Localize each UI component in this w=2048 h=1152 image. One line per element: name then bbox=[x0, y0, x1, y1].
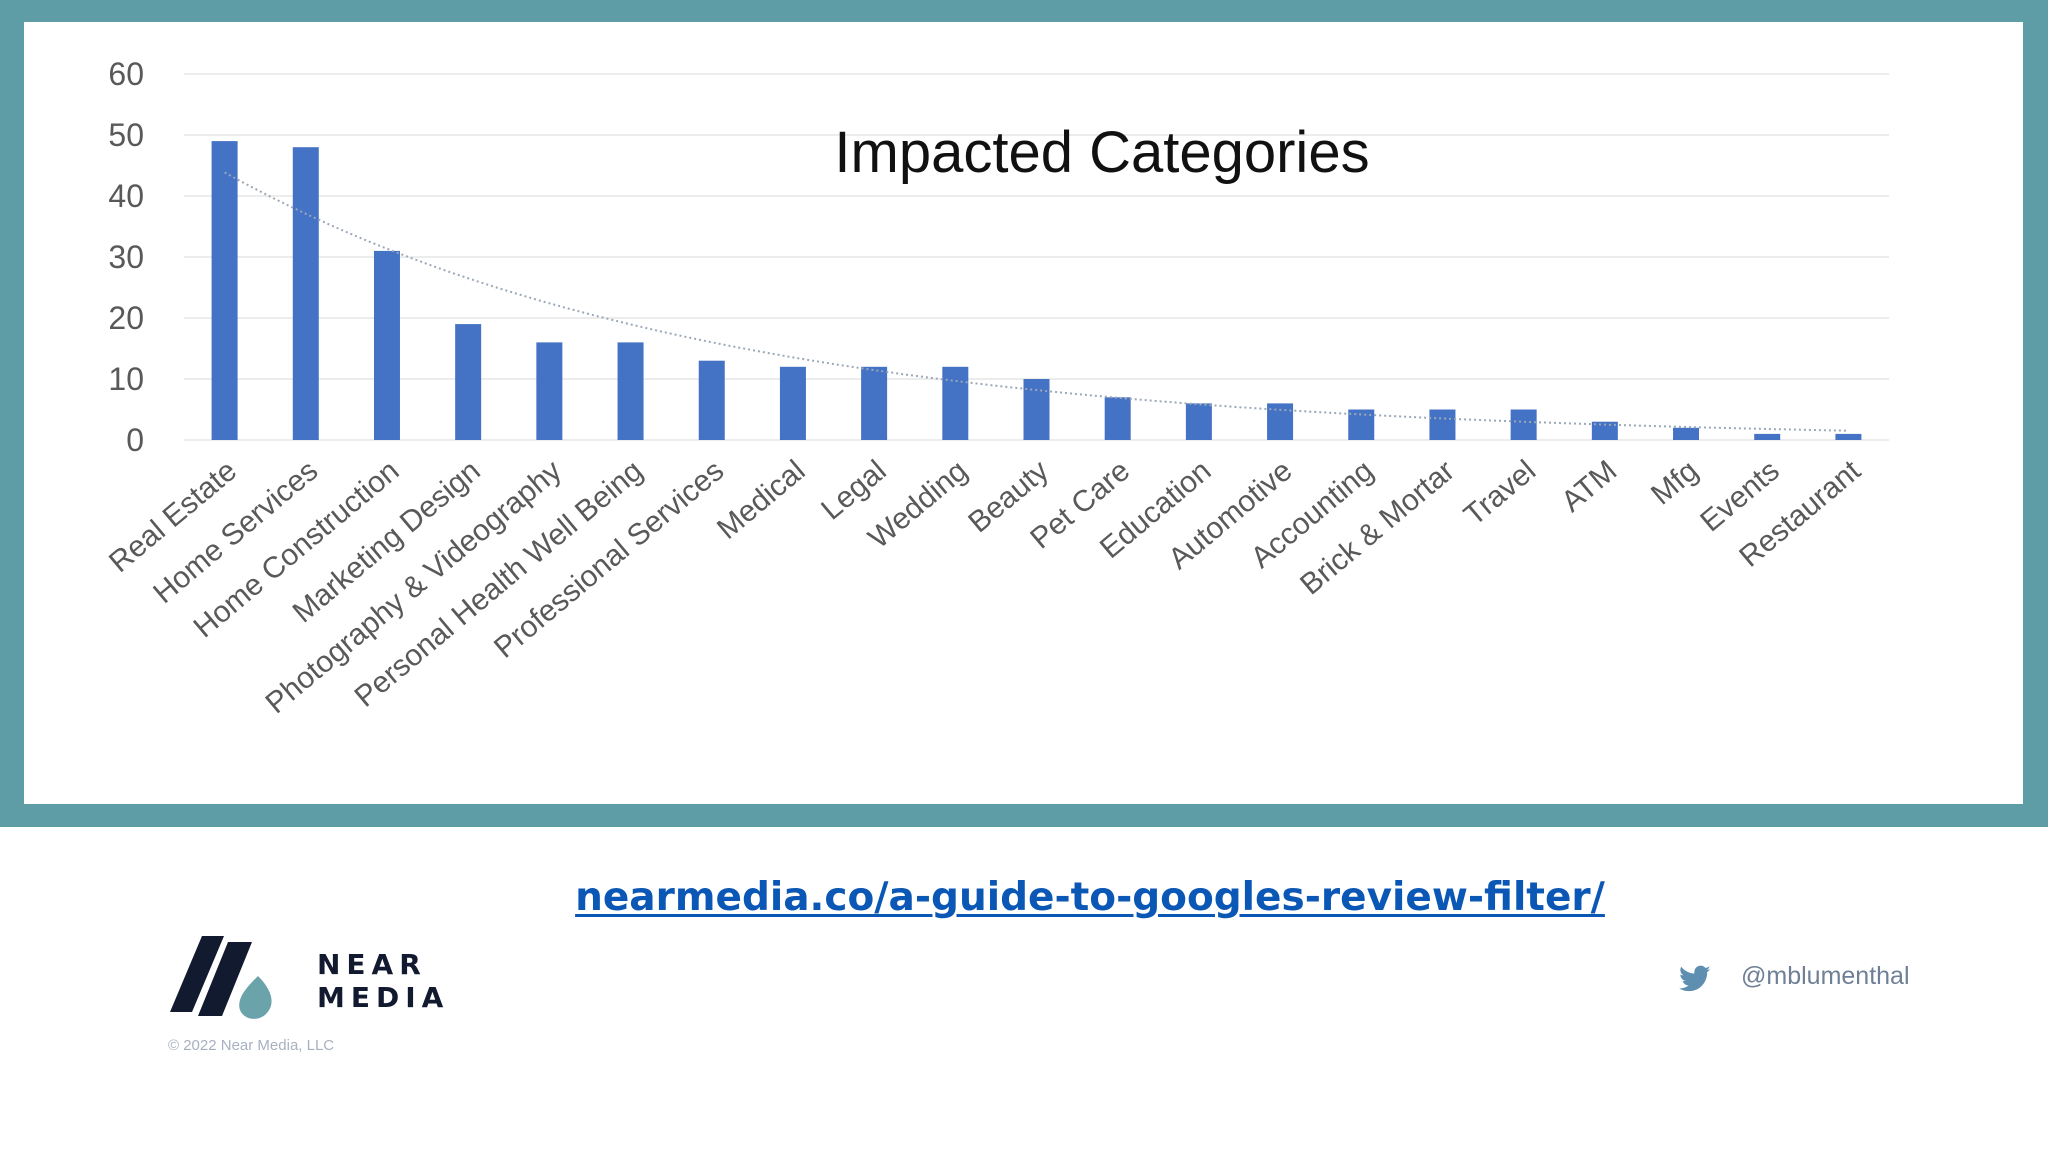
bar bbox=[698, 360, 725, 440]
bar bbox=[1429, 409, 1456, 440]
near-media-wordmark: NEAR MEDIA bbox=[317, 948, 449, 1014]
bar bbox=[779, 366, 806, 440]
y-tick-label: 0 bbox=[126, 422, 144, 458]
bar bbox=[1510, 409, 1537, 440]
x-tick-label: Medical bbox=[711, 454, 811, 546]
y-tick-label: 60 bbox=[108, 56, 144, 92]
y-tick-label: 10 bbox=[108, 361, 144, 397]
chart-title: Impacted Categories bbox=[834, 120, 1369, 185]
near-media-logo-icon bbox=[170, 936, 272, 1019]
bar bbox=[1104, 397, 1131, 440]
copyright-notice: © 2022 Near Media, LLC bbox=[168, 1037, 335, 1054]
bar bbox=[942, 366, 969, 440]
bar bbox=[373, 250, 400, 440]
y-tick-label: 50 bbox=[108, 117, 144, 153]
wordmark-line-near: NEAR bbox=[317, 948, 427, 981]
bar bbox=[1754, 433, 1781, 440]
bar bbox=[1835, 433, 1862, 440]
y-tick-label: 30 bbox=[108, 239, 144, 275]
bar bbox=[455, 324, 482, 440]
trend-line bbox=[224, 171, 1849, 432]
x-tick-label: Mfg bbox=[1645, 454, 1705, 511]
chart-panel: 0 10 20 30 40 50 60 Real Estate Home Services Ho… bbox=[24, 22, 2023, 804]
bar bbox=[1185, 403, 1212, 440]
x-tick-label: Travel bbox=[1458, 454, 1542, 532]
bar bbox=[211, 141, 238, 440]
bar bbox=[617, 342, 644, 440]
y-tick-label: 20 bbox=[108, 300, 144, 336]
article-link[interactable]: nearmedia.co/a-guide-to-googles-review-f… bbox=[575, 875, 1605, 920]
bar bbox=[1591, 421, 1618, 440]
twitter-bird-icon[interactable] bbox=[1679, 965, 1711, 993]
twitter-handle[interactable]: @mblumenthal bbox=[1741, 962, 1910, 990]
bar bbox=[536, 342, 563, 440]
y-tick-label: 40 bbox=[108, 178, 144, 214]
bar bbox=[861, 366, 888, 440]
x-tick-label: ATM bbox=[1555, 454, 1623, 519]
bar bbox=[292, 147, 319, 440]
bar bbox=[1673, 427, 1700, 440]
wordmark-line-media: MEDIA bbox=[317, 981, 450, 1014]
bar bbox=[1023, 379, 1050, 440]
slide-frame: 0 10 20 30 40 50 60 Real Estate Home Services Ho… bbox=[0, 0, 2048, 827]
